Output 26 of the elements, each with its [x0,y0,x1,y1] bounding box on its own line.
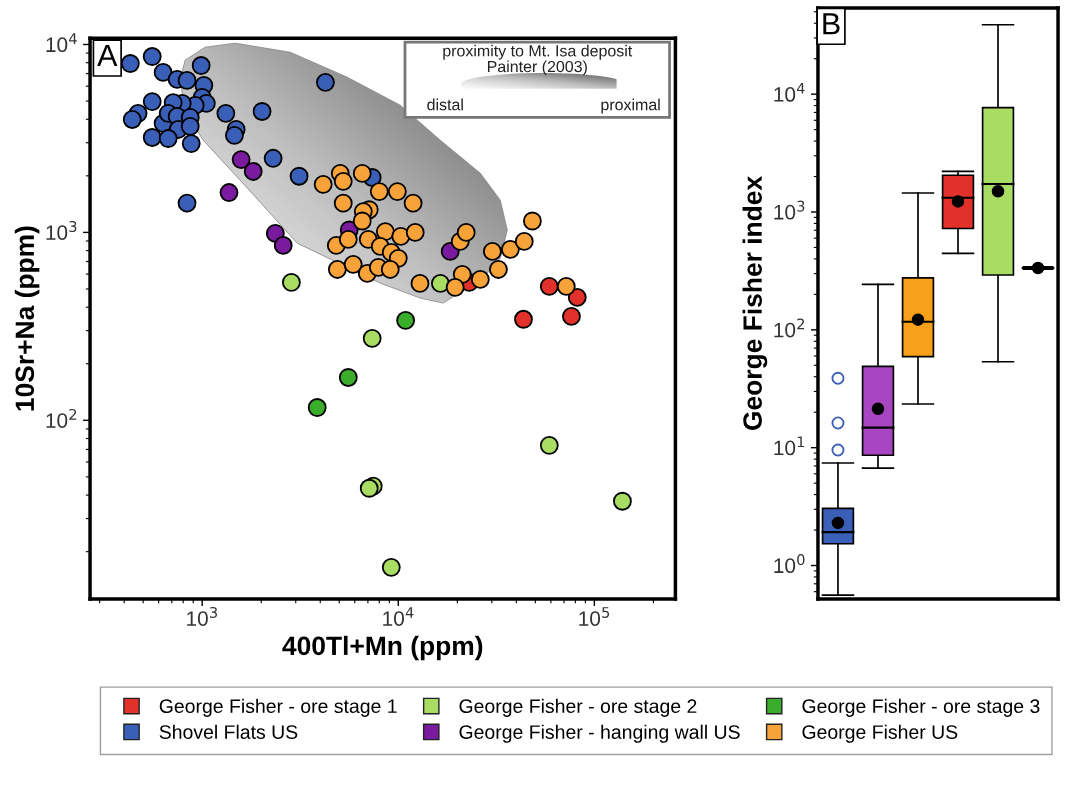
x-axis-title: 400Tl+Mn (ppm) [282,635,483,661]
annotation: A [97,44,118,66]
y-tick-label: 10$^{3}$ [46,221,77,240]
y-tick-label: 10$^{4}$ [46,33,77,53]
y-axis-title: 10Sr+Na (ppm) [14,226,40,411]
y-tick-label: 10$^{2}$ [774,318,805,338]
legend-label: George Fisher - ore stage 2 [459,698,697,717]
x-tick-label: 10$^{5}$ [579,607,610,626]
x-tick-label: 10$^{3}$ [187,606,218,626]
annotation: B [823,13,840,35]
y-axis-title: George Fisher index [742,176,768,430]
y-tick-label: 10$^{4}$ [774,82,805,102]
legend-label: Shovel Flats US [159,724,298,739]
legend-label: George Fisher - ore stage 3 [802,698,1040,717]
annotation: Painter (2003) [487,60,587,76]
x-tick-label: 10$^{4}$ [383,607,414,626]
annotation: distal [427,98,463,111]
legend-label: George Fisher - ore stage 1 [159,698,397,717]
y-tick-label: 10$^{3}$ [774,200,805,220]
annotation: proximity to Mt. Isa deposit [443,44,633,60]
y-tick-label: 10$^{2}$ [46,408,77,428]
y-tick-label: 10$^{1}$ [774,436,805,456]
y-tick-label: 10$^{0}$ [774,554,805,574]
legend-label: George Fisher US [802,724,958,743]
annotation: proximal [601,98,660,114]
legend-label: George Fisher - hanging wall US [459,724,740,743]
